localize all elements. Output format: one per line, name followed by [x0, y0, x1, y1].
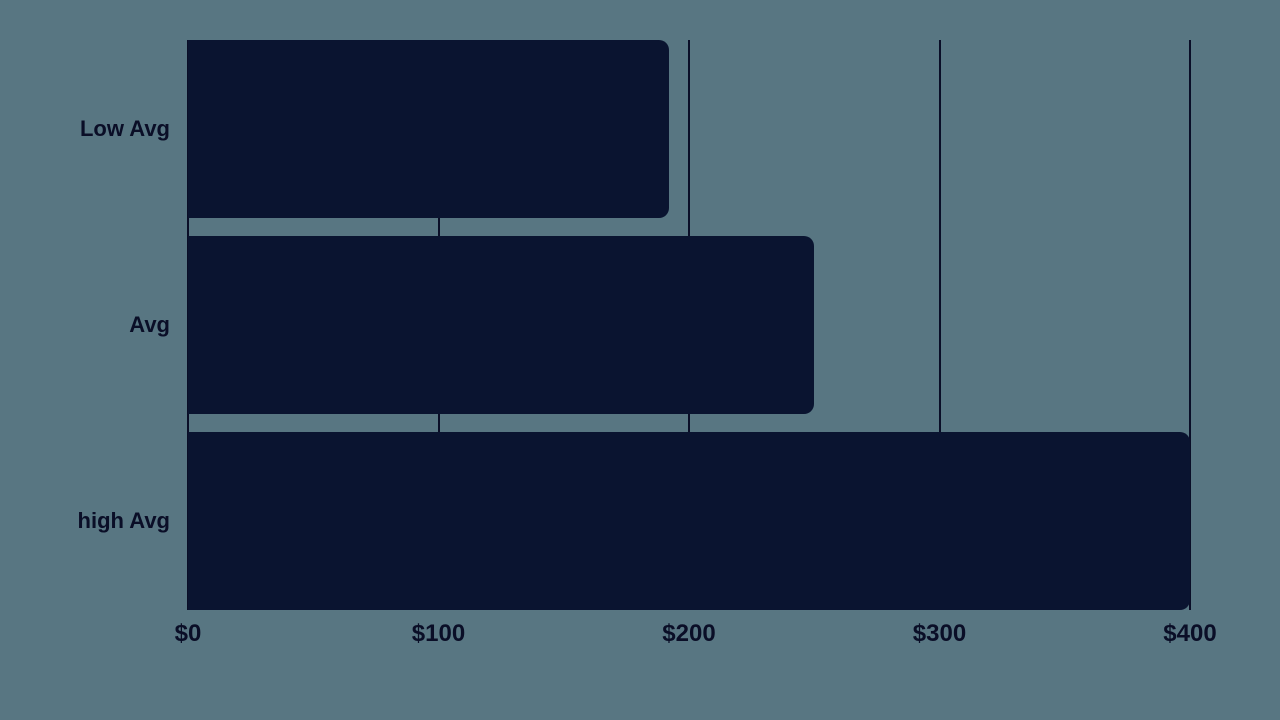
- x-axis-tick-label: $200: [662, 620, 715, 648]
- y-axis-category-label: high Avg: [78, 508, 170, 534]
- bar-chart: [188, 40, 1190, 610]
- x-axis-tick-label: $400: [1163, 620, 1216, 648]
- y-axis-category-label: Low Avg: [80, 116, 170, 142]
- bar: [188, 40, 669, 218]
- x-axis-tick-label: $100: [412, 620, 465, 648]
- y-axis-category-label: Avg: [129, 312, 170, 338]
- bar: [188, 236, 814, 414]
- x-axis-tick-label: $300: [913, 620, 966, 648]
- bar: [188, 432, 1190, 610]
- plot-area: [188, 40, 1190, 610]
- x-axis-tick-label: $0: [175, 620, 202, 648]
